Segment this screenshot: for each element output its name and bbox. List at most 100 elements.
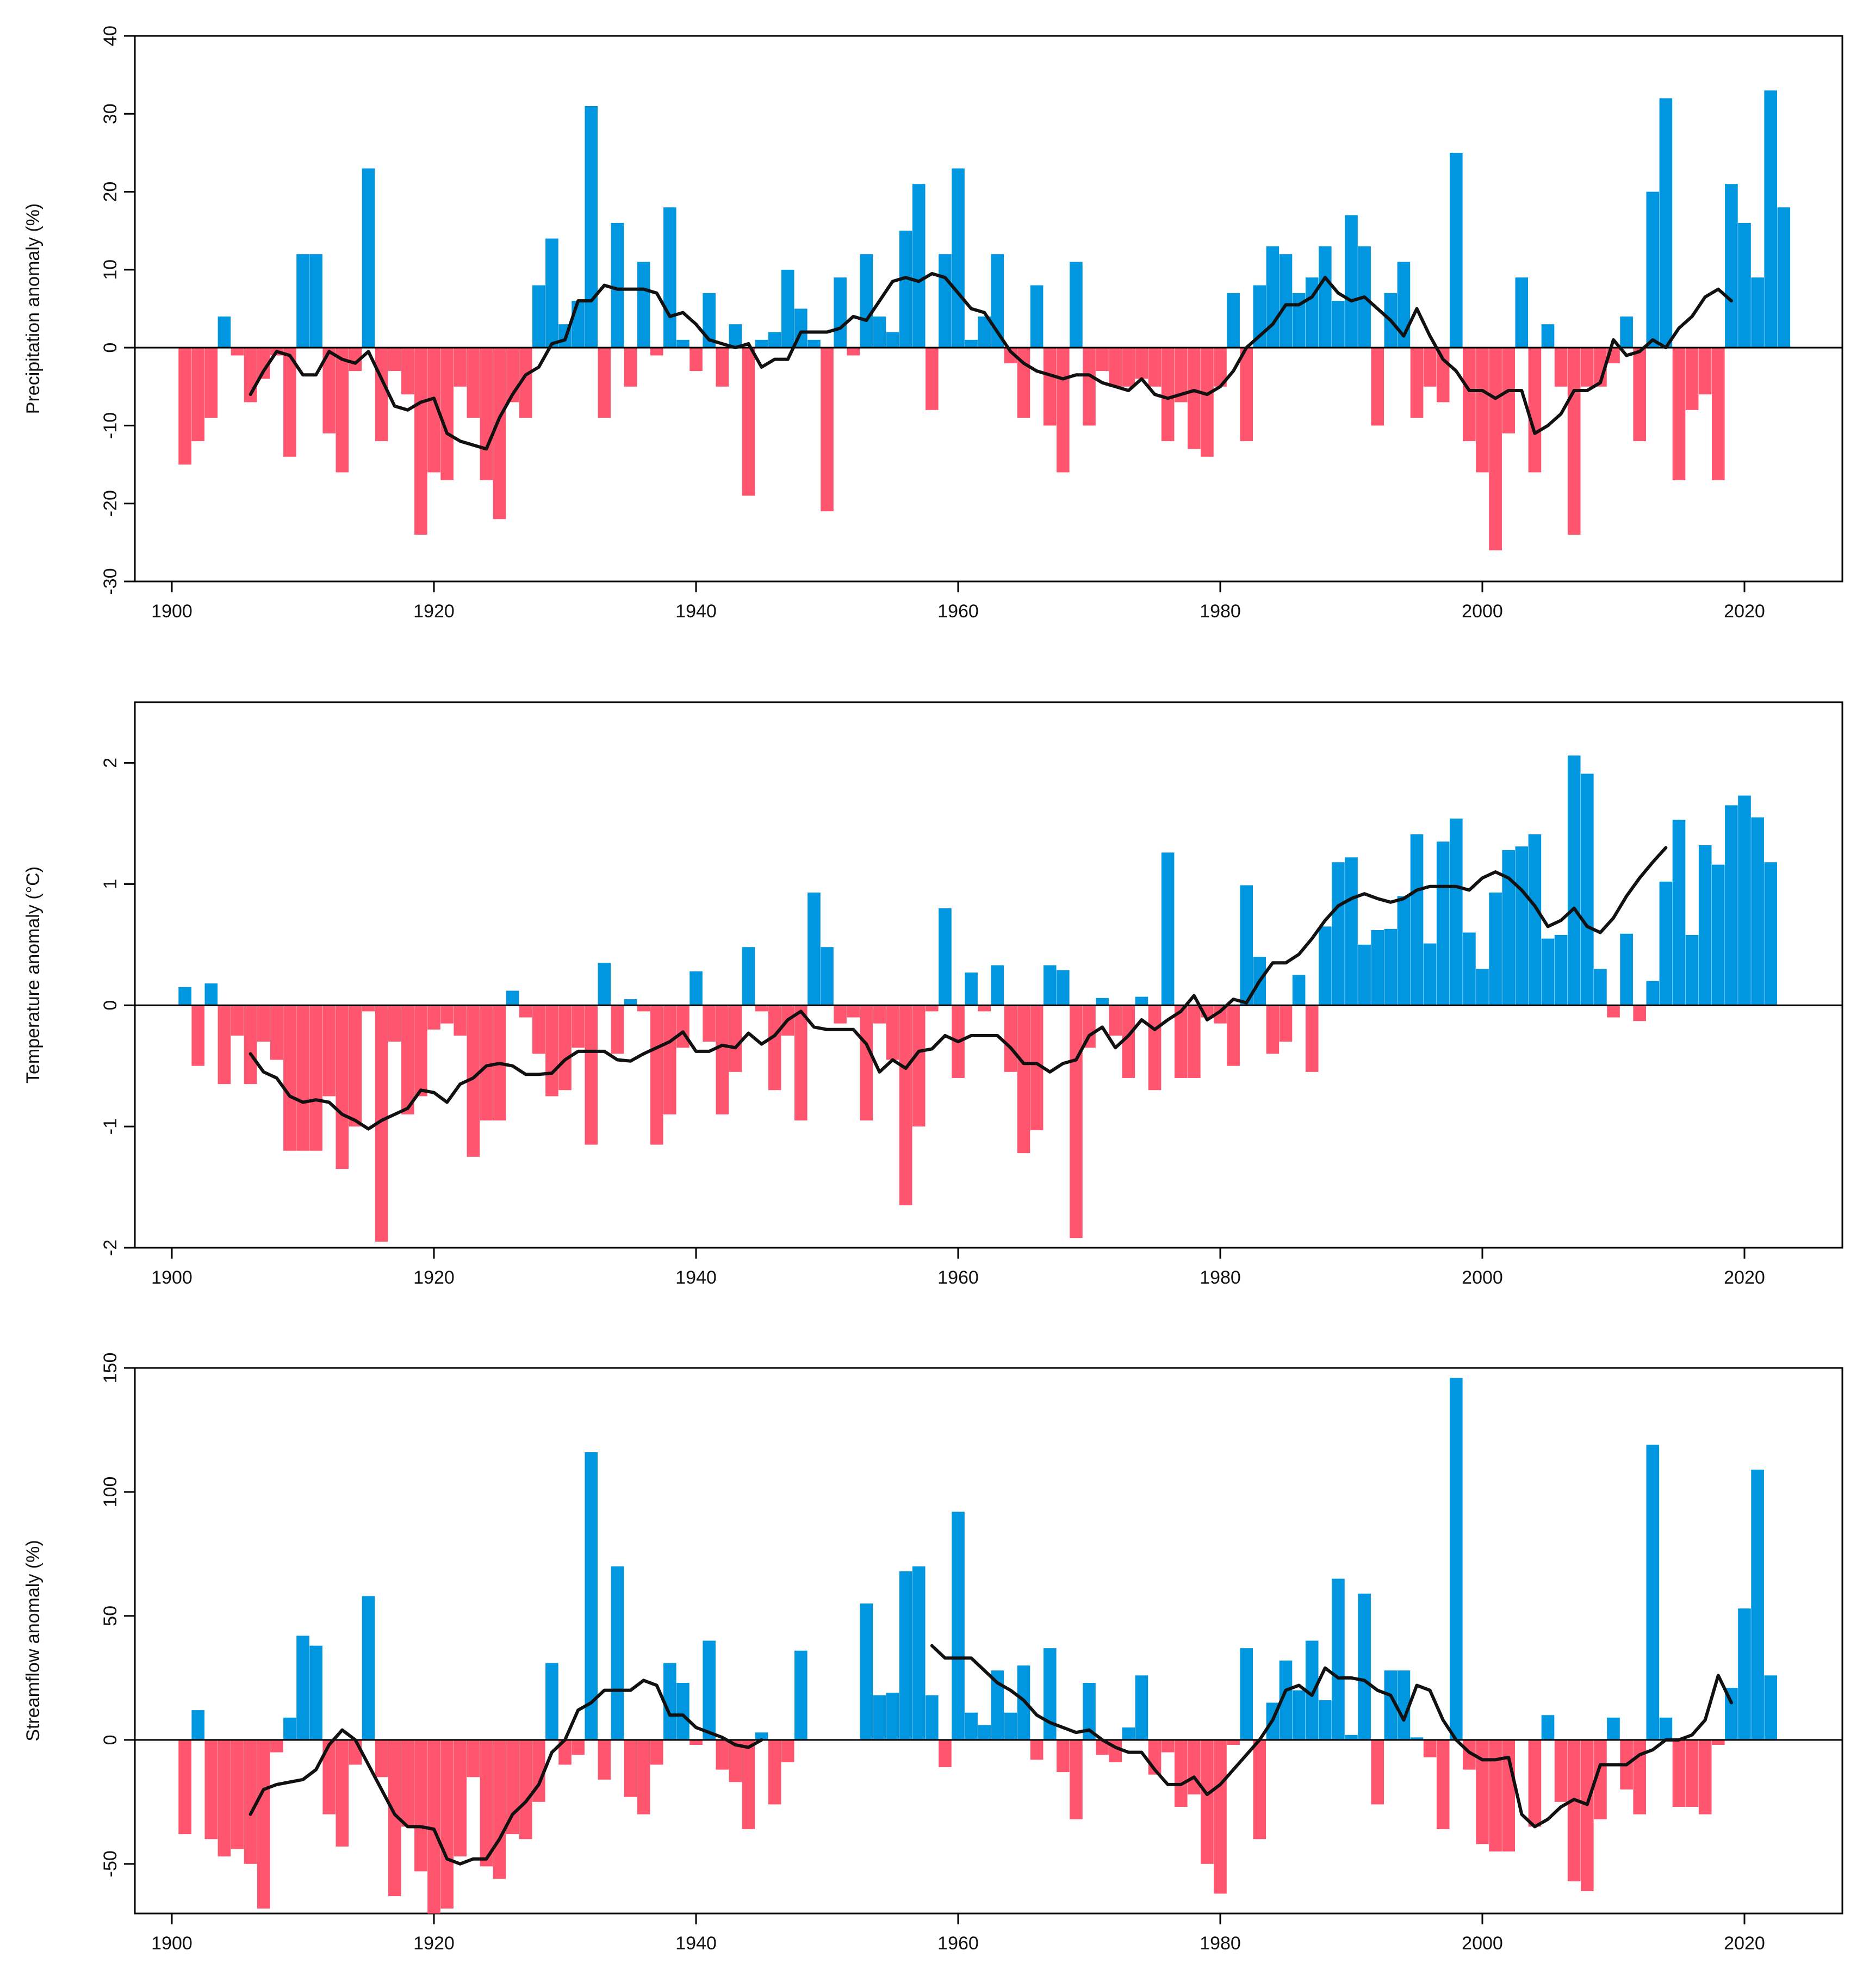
bar-1940 [690, 1739, 703, 1745]
bar-1936 [637, 1739, 650, 1814]
bar-1920 [427, 1005, 440, 1030]
x-tick-label: 1960 [937, 601, 979, 622]
bar-1953 [860, 254, 873, 348]
bar-1940 [690, 971, 703, 1006]
y-axis: -30 -20 -10 0 10 20 30 40 [100, 26, 135, 595]
bar-1984 [1266, 246, 1280, 348]
plot-frame [134, 1367, 1843, 1915]
x-tick-label: 1900 [151, 1267, 192, 1288]
bar-1956 [899, 1005, 912, 1205]
bar-1962 [978, 316, 991, 348]
bar-2013 [1646, 1445, 1660, 1740]
bar-2014 [1659, 1717, 1673, 1740]
bar-1955 [886, 1005, 899, 1060]
y-tick-label: 0 [100, 1000, 121, 1011]
y-tick-label: -2 [100, 1240, 121, 1256]
bar-1924 [480, 1005, 493, 1120]
x-tick-label: 1940 [675, 601, 717, 622]
bar-1933 [598, 348, 611, 418]
bar-1939 [676, 1683, 690, 1740]
bar-1990 [1345, 215, 1358, 348]
bar-1948 [794, 1005, 808, 1120]
bar-1961 [965, 339, 978, 348]
bar-1987 [1305, 1005, 1319, 1072]
bar-1917 [388, 1005, 401, 1042]
bar-1998 [1449, 818, 1463, 1006]
bar-1995 [1410, 834, 1424, 1006]
bar-series [178, 90, 1791, 550]
bar-1915 [362, 1005, 375, 1012]
bar-1999 [1463, 348, 1476, 442]
bar-1988 [1318, 926, 1332, 1006]
bar-1985 [1279, 1005, 1293, 1042]
bar-1952 [847, 348, 860, 356]
y-tick-label: -10 [100, 412, 121, 439]
bar-2007 [1567, 348, 1581, 535]
bar-1970 [1083, 1683, 1096, 1740]
bar-1968 [1056, 1739, 1070, 1773]
bar-2019 [1725, 805, 1738, 1006]
bar-1914 [349, 1739, 362, 1765]
bar-1976 [1161, 348, 1175, 442]
bar-1979 [1201, 1739, 1214, 1864]
bar-1911 [309, 1645, 322, 1740]
bar-1989 [1332, 1578, 1345, 1740]
bar-1939 [676, 339, 690, 348]
bar-1906 [244, 1739, 257, 1864]
bar-1973 [1122, 348, 1135, 387]
bar-1958 [925, 1005, 939, 1012]
bar-1965 [1017, 1665, 1030, 1740]
bar-1976 [1161, 852, 1175, 1006]
smoothed-line [249, 846, 1668, 1131]
bar-series [178, 755, 1778, 1242]
bar-1904 [218, 1005, 231, 1085]
bar-1945 [755, 339, 768, 348]
bar-1908 [270, 1005, 283, 1060]
bar-1964 [1004, 1005, 1017, 1072]
smoothed-line-1 [249, 1679, 763, 1866]
smoothed-line-group [249, 846, 1668, 1131]
bar-1910 [296, 1005, 309, 1151]
bar-1935 [624, 1739, 637, 1797]
streamflow-panel: -50 0 50 100 150 1900 1920 1940 1960 1980 2000 202… [23, 1353, 1843, 1954]
bar-1991 [1358, 944, 1371, 1006]
bar-1923 [467, 1739, 480, 1778]
bar-1948 [794, 1650, 808, 1740]
x-tick-label: 1940 [675, 1933, 717, 1954]
bar-1928 [532, 285, 545, 348]
bar-1969 [1070, 1739, 1083, 1819]
bar-2015 [1672, 820, 1686, 1006]
x-tick-label: 2020 [1724, 601, 1765, 622]
bar-1940 [690, 348, 703, 371]
bar-1969 [1070, 1005, 1083, 1238]
bar-1925 [493, 1739, 506, 1879]
bar-1914 [349, 348, 362, 371]
bar-2020 [1738, 795, 1751, 1006]
bar-2004 [1528, 834, 1542, 1006]
bar-1945 [755, 1732, 768, 1740]
bar-1994 [1397, 896, 1411, 1006]
bar-1977 [1174, 348, 1188, 402]
bar-2014 [1659, 98, 1673, 348]
bar-1958 [925, 1695, 939, 1740]
bar-1985 [1279, 254, 1293, 348]
bar-1907 [257, 1739, 270, 1909]
bar-1901 [178, 987, 191, 1006]
bar-1972 [1109, 348, 1122, 387]
bar-1903 [204, 348, 218, 418]
bar-1942 [716, 348, 729, 387]
bar-1927 [519, 1005, 532, 1018]
bar-1998 [1449, 1378, 1463, 1740]
bar-1964 [1004, 1712, 1017, 1740]
y-tick-label: 0 [100, 343, 121, 353]
bar-1951 [834, 277, 847, 348]
precipitation-panel: -30 -20 -10 0 10 20 30 40 1900 1920 1940 1960 1980 2… [23, 26, 1843, 622]
bar-1977 [1174, 1739, 1188, 1807]
bar-1927 [519, 348, 532, 418]
y-axis: -2 -1 0 1 2 [100, 758, 135, 1256]
bar-1953 [860, 1603, 873, 1740]
bar-1902 [191, 1710, 205, 1740]
bar-1933 [598, 1739, 611, 1780]
bar-1955 [886, 332, 899, 348]
smoothed-line-group [249, 1644, 1733, 1866]
